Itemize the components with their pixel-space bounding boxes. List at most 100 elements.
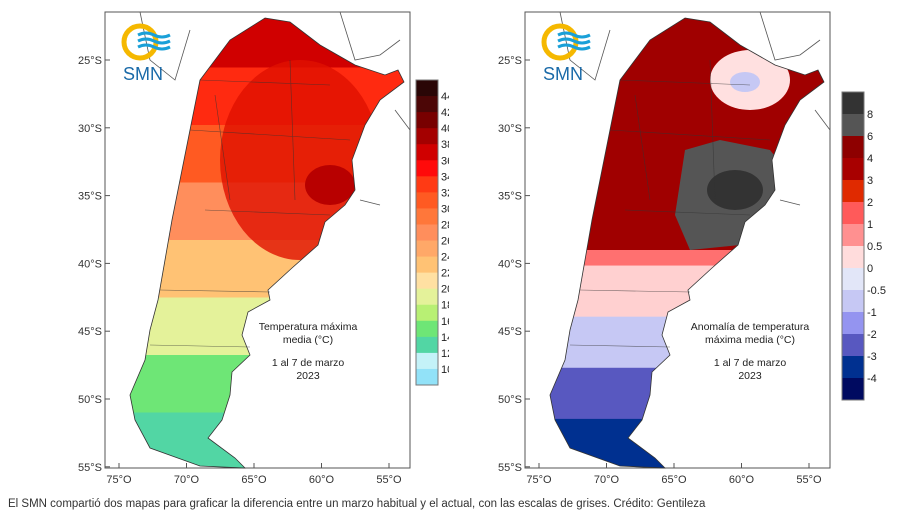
latitude-tick-label: 30°S (498, 123, 522, 135)
smn-logo-wave (137, 37, 171, 45)
country-borders (139, 11, 411, 206)
legend-swatch (416, 112, 438, 129)
latitude-tick-label: 55°S (78, 462, 102, 474)
argentina-border (129, 17, 405, 469)
latitude-tick-label: 45°S (498, 326, 522, 338)
legend-swatch (416, 144, 438, 161)
legend-swatch (842, 92, 864, 115)
legend-swatch (416, 224, 438, 242)
longitude-tick-label: 55°O (796, 474, 822, 486)
legend-label: 4 (867, 153, 873, 165)
latitude-tick-label: 40°S (498, 258, 522, 270)
latitude-tick-label: 45°S (78, 326, 102, 338)
map-svg: 25°S 30°S 35°S 40°S 45°S 50°S 55°S 75°O 70°O 65°O… (78, 11, 453, 486)
legend-swatch (842, 334, 864, 357)
legend-swatch (416, 80, 438, 97)
legend-swatch (416, 128, 438, 145)
legend-swatch (416, 272, 438, 290)
latitude-tick-label: 25°S (78, 55, 102, 67)
legend-label: 8 (867, 109, 873, 121)
smn-logo-text: SMN (543, 64, 583, 84)
legend-swatch (842, 158, 864, 181)
map-title: Temperatura máxima (259, 321, 358, 333)
map-subtitle: media (°C) (283, 334, 333, 346)
latitude-tick-label: 50°S (498, 394, 522, 406)
legend-label: 0 (867, 263, 873, 275)
latitude-tick-label: 55°S (498, 462, 522, 474)
longitude-tick-label: 60°O (729, 474, 755, 486)
legend-swatch (416, 256, 438, 274)
smn-logo-wave (137, 31, 171, 39)
legend-label: 0.5 (867, 241, 882, 253)
map-year: 2023 (296, 370, 320, 382)
smn-logo-text: SMN (123, 64, 163, 84)
temperature-anomaly-map: 25°S 30°S 35°S 40°S 45°S 50°S 55°S 75°O 70°O 65°O… (420, 0, 898, 495)
legend-swatch (416, 176, 438, 193)
legend-swatch (842, 114, 864, 137)
extreme-anomaly-core (707, 170, 763, 210)
map-title: Anomalía de temperatura (691, 321, 810, 333)
smn-logo-wave (557, 31, 591, 39)
country-borders (559, 11, 831, 206)
legend-swatch (416, 352, 438, 370)
smn-logo-wave (557, 37, 591, 45)
legend-swatch (842, 312, 864, 335)
legend-swatch (416, 336, 438, 354)
longitude-tick-label: 70°O (174, 474, 200, 486)
latitude-tick-label: 25°S (498, 55, 522, 67)
legend-swatch (416, 288, 438, 306)
max-temperature-map: 25°S 30°S 35°S 40°S 45°S 50°S 55°S 75°O 70°O 65°O… (0, 0, 453, 495)
latitude-tick-label: 30°S (78, 123, 102, 135)
negative-anomaly-spot (730, 72, 760, 92)
legend-label: 6 (867, 131, 873, 143)
legend-swatch (842, 378, 864, 401)
longitude-tick-label: 60°O (309, 474, 335, 486)
legend-label: -1 (867, 307, 877, 319)
legend-swatch (842, 202, 864, 225)
latitude-tick-label: 40°S (78, 258, 102, 270)
longitude-tick-label: 55°O (376, 474, 402, 486)
legend-swatch (416, 192, 438, 209)
map-svg: 25°S 30°S 35°S 40°S 45°S 50°S 55°S 75°O 70°O 65°O… (498, 11, 886, 486)
smn-logo-wave (137, 43, 171, 51)
legend-swatch (842, 180, 864, 203)
legend-swatch (842, 246, 864, 269)
legend-label: 2 (867, 197, 873, 209)
legend-label: -4 (867, 373, 877, 385)
longitude-tick-label: 65°O (661, 474, 687, 486)
legend-label: -0.5 (867, 285, 886, 297)
province-borders (149, 59, 351, 348)
latitude-tick-label: 50°S (78, 394, 102, 406)
legend-swatch (842, 356, 864, 379)
map-subtitle: máxima media (°C) (705, 334, 795, 346)
legend-frame (841, 91, 865, 401)
longitude-tick-label: 65°O (241, 474, 267, 486)
image-caption: El SMN compartió dos mapas para graficar… (8, 498, 706, 510)
legend-swatch (416, 160, 438, 177)
smn-logo-wave (557, 43, 591, 51)
legend-swatch (842, 224, 864, 247)
legend-swatch (416, 320, 438, 338)
longitude-tick-label: 75°O (526, 474, 552, 486)
legend-swatch (416, 96, 438, 113)
legend-swatch (416, 304, 438, 322)
legend-swatch (842, 268, 864, 291)
legend-label: 1 (867, 219, 873, 231)
legend-frame (415, 79, 439, 386)
legend-label: -3 (867, 351, 877, 363)
legend-swatch (842, 290, 864, 313)
legend-label: 3 (867, 175, 873, 187)
legend-swatch (416, 208, 438, 225)
map-period: 1 al 7 de marzo (272, 357, 345, 369)
map-period: 1 al 7 de marzo (714, 357, 787, 369)
province-borders (569, 59, 771, 348)
legend-swatch (842, 136, 864, 159)
legend-label: -2 (867, 329, 877, 341)
legend-swatch (416, 240, 438, 258)
hot-core (305, 165, 355, 205)
legend-swatch (416, 368, 438, 386)
latitude-tick-label: 35°S (498, 191, 522, 203)
longitude-tick-label: 75°O (106, 474, 132, 486)
latitude-tick-label: 35°S (78, 191, 102, 203)
argentina-border (549, 17, 825, 469)
